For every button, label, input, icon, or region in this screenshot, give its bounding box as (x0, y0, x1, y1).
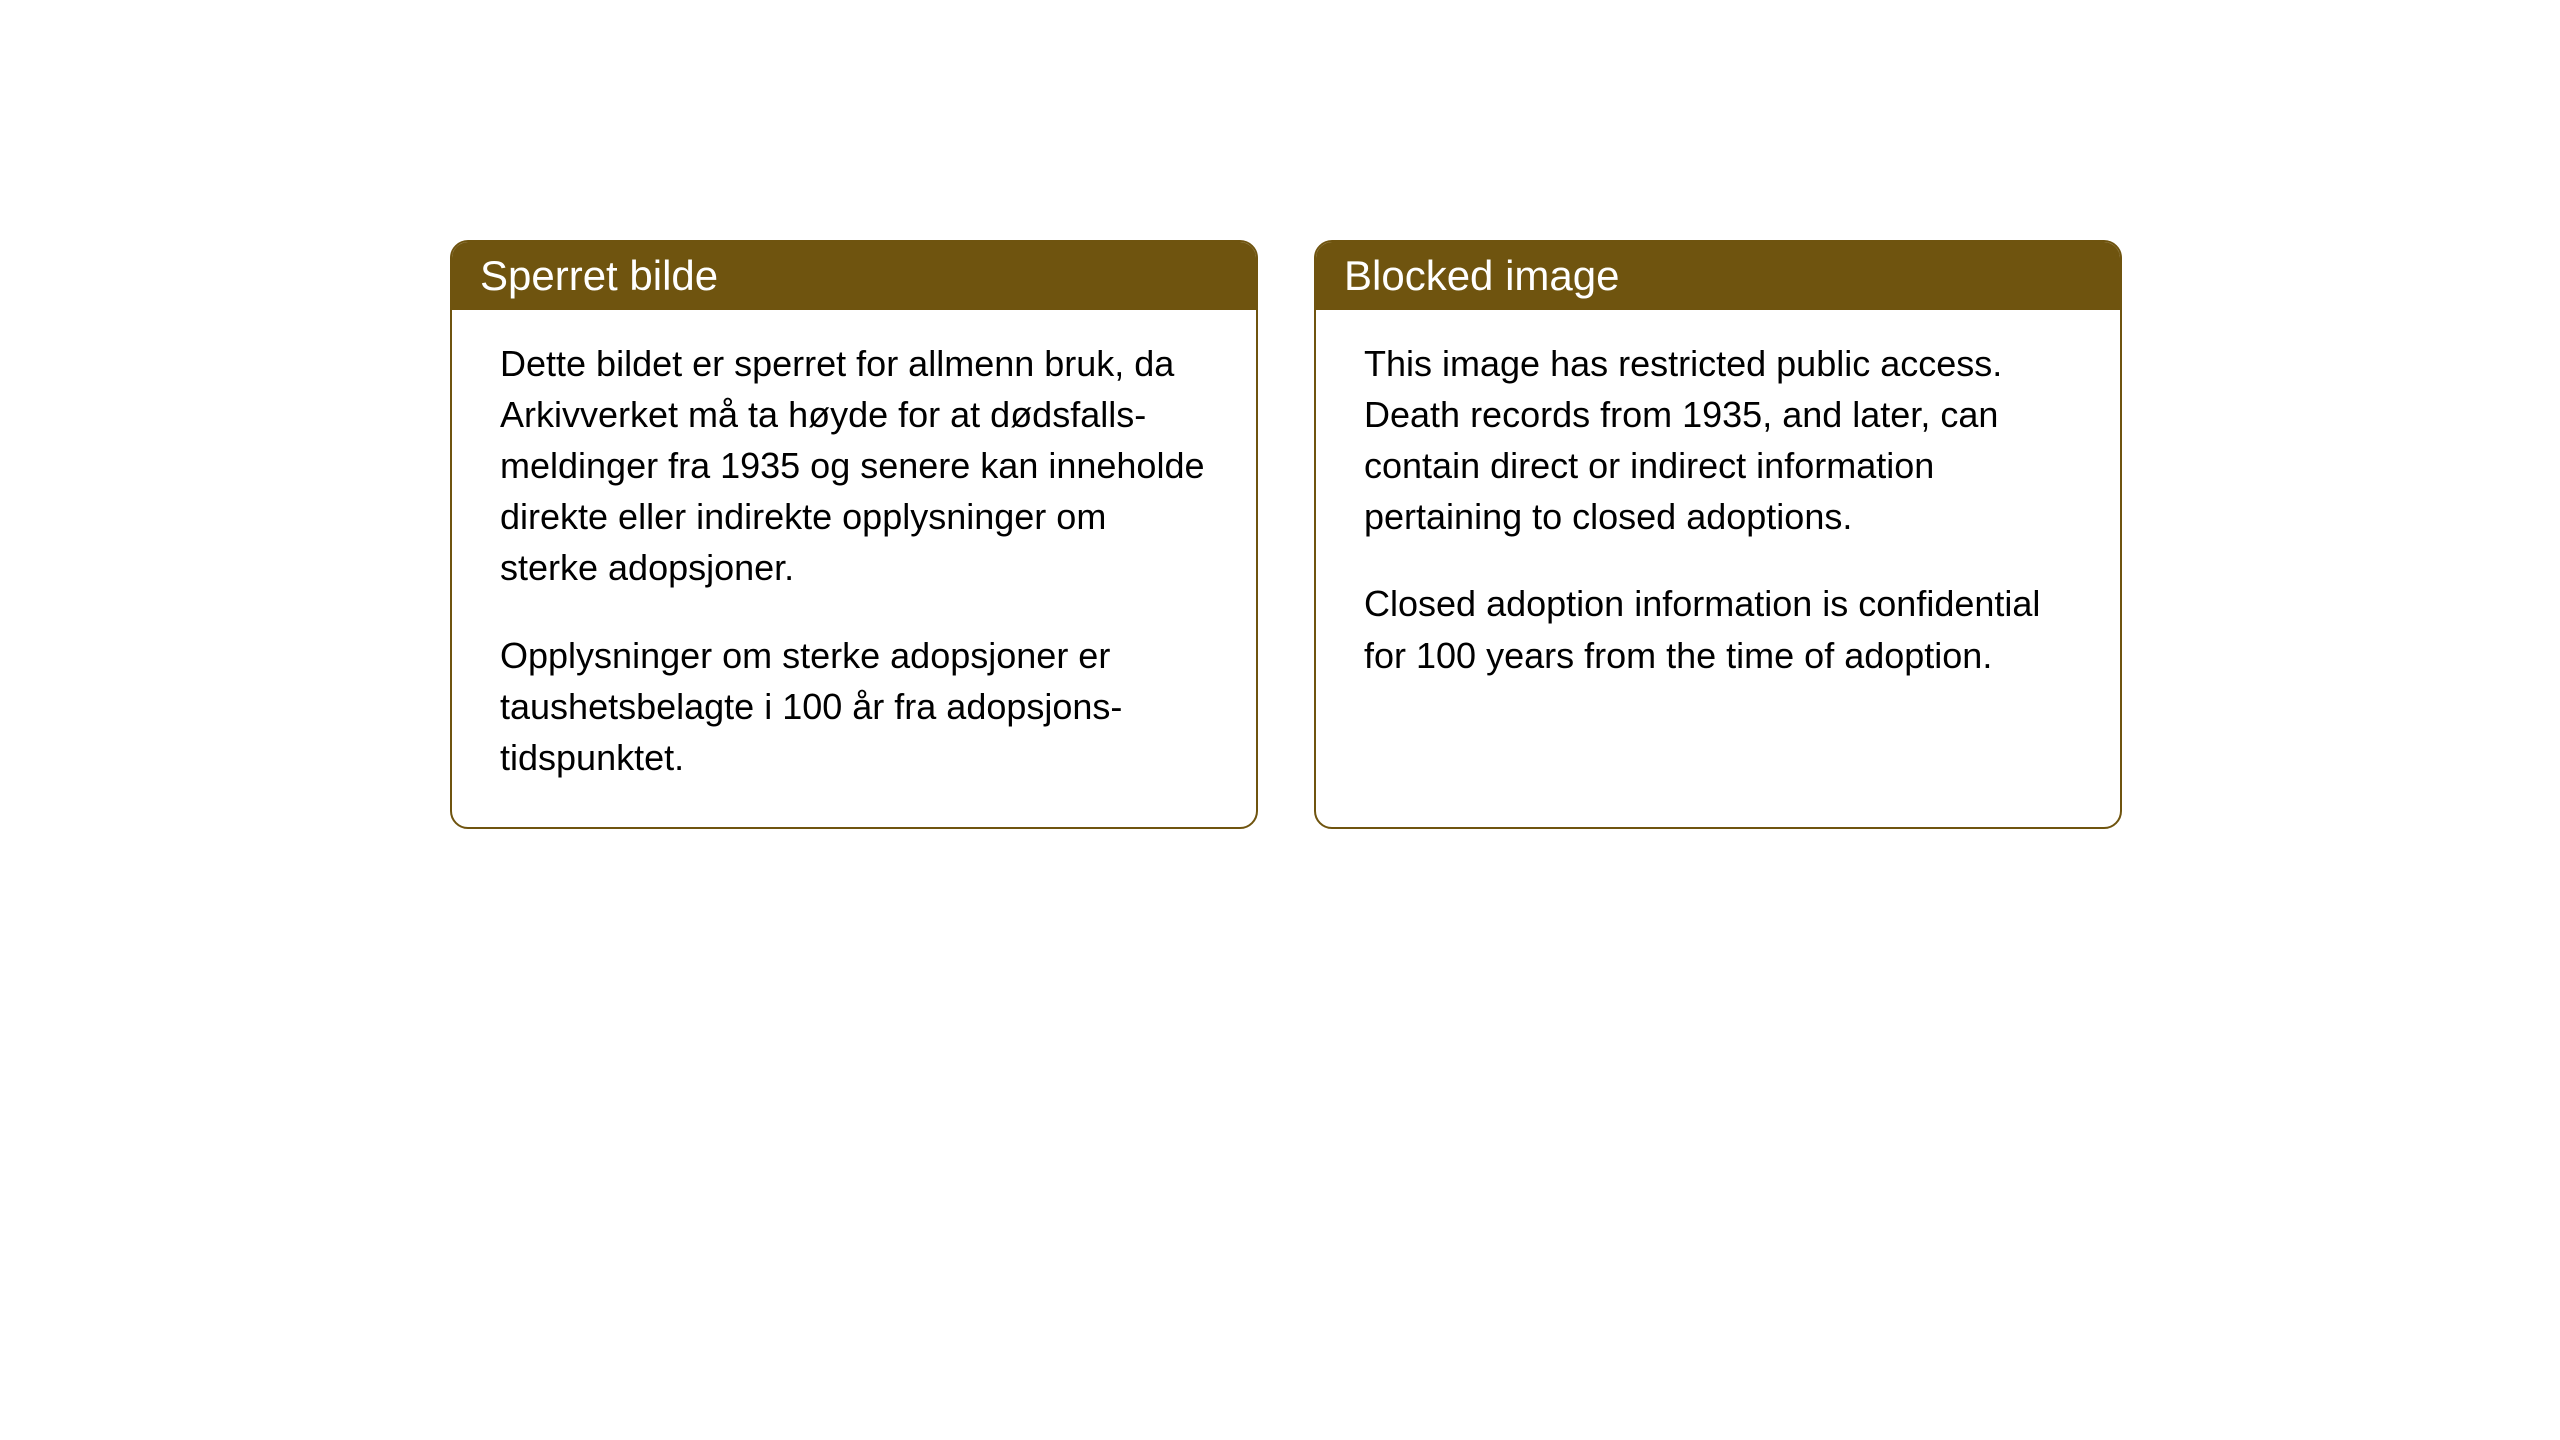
notice-text-paragraph-1: This image has restricted public access.… (1364, 338, 2072, 542)
notice-panel-norwegian: Sperret bilde Dette bildet er sperret fo… (450, 240, 1258, 829)
notice-header-english: Blocked image (1316, 242, 2120, 310)
notice-container: Sperret bilde Dette bildet er sperret fo… (450, 240, 2122, 829)
notice-text-paragraph-2: Opplysninger om sterke adopsjoner er tau… (500, 630, 1208, 783)
notice-text-paragraph-2: Closed adoption information is confident… (1364, 578, 2072, 680)
notice-panel-english: Blocked image This image has restricted … (1314, 240, 2122, 829)
notice-header-norwegian: Sperret bilde (452, 242, 1256, 310)
notice-body-norwegian: Dette bildet er sperret for allmenn bruk… (452, 310, 1256, 827)
notice-text-paragraph-1: Dette bildet er sperret for allmenn bruk… (500, 338, 1208, 594)
notice-body-english: This image has restricted public access.… (1316, 310, 2120, 725)
